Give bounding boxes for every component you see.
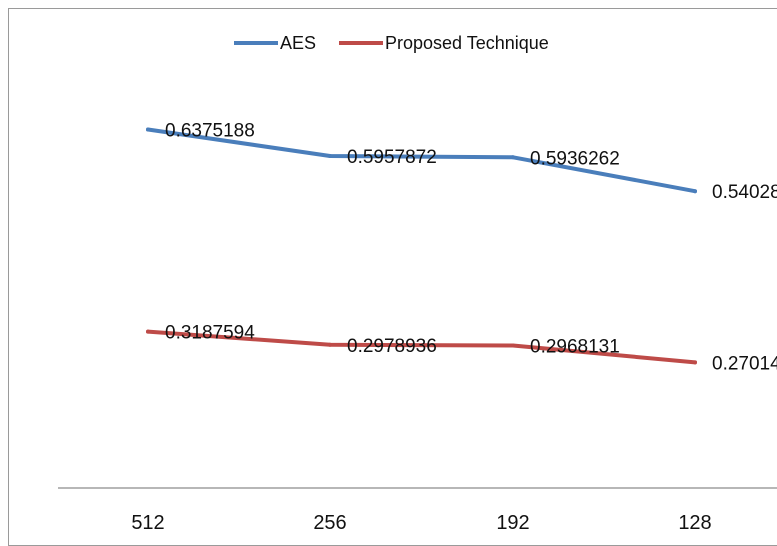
series-line-1 xyxy=(146,127,697,194)
data-point xyxy=(693,189,697,194)
data-point xyxy=(693,360,697,365)
data-label: 0.2701433 xyxy=(712,353,777,374)
data-label: 0.5957872 xyxy=(347,147,437,168)
x-tick-label: 128 xyxy=(678,512,711,534)
data-label: 0.5402866 xyxy=(712,182,777,203)
data-point xyxy=(511,343,515,348)
x-axis-ticks: 512 256 192 128 xyxy=(131,512,711,534)
x-tick-label: 192 xyxy=(496,512,529,534)
data-label: 0.2978936 xyxy=(347,336,437,357)
legend-label-1: AES xyxy=(280,33,316,53)
data-point xyxy=(146,127,150,132)
legend: AES Proposed Technique xyxy=(234,33,549,53)
data-point xyxy=(511,155,515,160)
series-line-2 xyxy=(146,329,697,365)
series-layer: 0.6375188 0.5957872 0.5936262 0.5402866 0.31… xyxy=(146,121,777,374)
data-label: 0.2968131 xyxy=(530,337,620,358)
data-label: 0.3187594 xyxy=(165,323,255,344)
data-label: 0.5936262 xyxy=(530,148,620,169)
x-tick-label: 256 xyxy=(313,512,346,534)
legend-label-2: Proposed Technique xyxy=(385,33,549,53)
x-tick-label: 512 xyxy=(131,512,164,534)
data-point xyxy=(146,329,150,334)
data-label: 0.6375188 xyxy=(165,121,255,142)
data-point xyxy=(328,154,332,158)
data-point xyxy=(328,342,332,347)
